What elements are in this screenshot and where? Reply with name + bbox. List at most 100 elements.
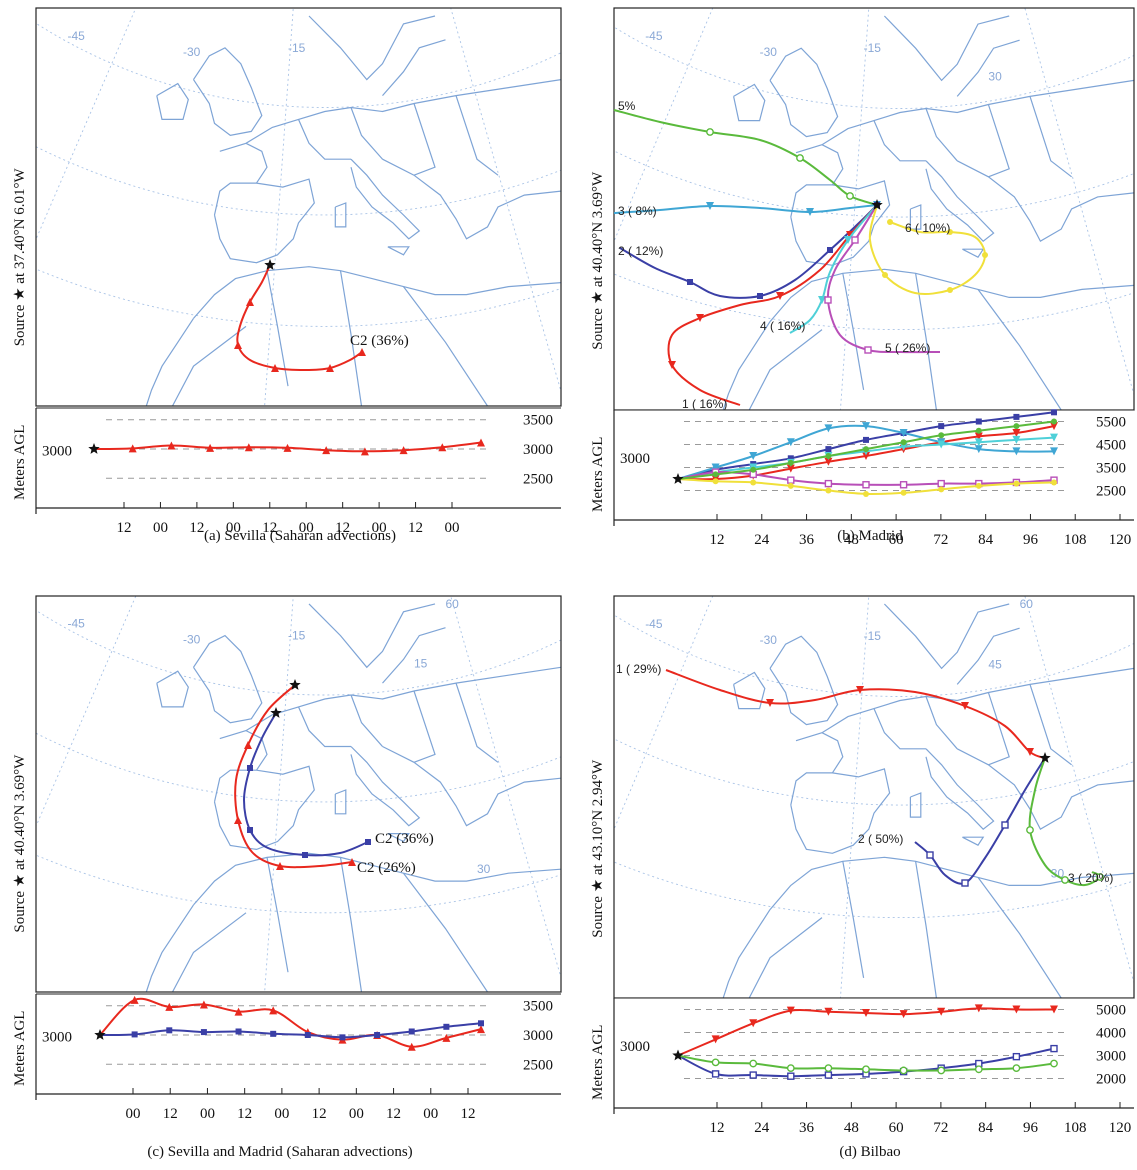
profile-series-marker (1051, 409, 1057, 416)
x-tick-label: 00 (126, 1106, 141, 1122)
x-tick-label: 12 (117, 520, 132, 536)
profile-series-marker (786, 1006, 795, 1015)
map-coastline (915, 861, 937, 998)
trajectory-c-blue-marker (302, 852, 308, 858)
map-coastline (977, 289, 1062, 410)
profile-series-marker (1050, 433, 1058, 442)
profile-series-marker (937, 1066, 946, 1075)
map-coastline (297, 706, 351, 748)
x-tick-label: 12 (408, 520, 423, 536)
graticule-label: -15 (288, 629, 306, 643)
x-tick-label: 48 (844, 1120, 859, 1136)
trajectory-b-cyan-marker (806, 208, 814, 216)
x-tick-label: 12 (386, 1106, 401, 1122)
map-coastline (1029, 684, 1072, 766)
profile-series-marker (130, 995, 139, 1004)
profile-series-marker (749, 452, 758, 460)
map-coastline (350, 158, 421, 240)
map-coastline (245, 142, 268, 184)
graticule-label: -30 (760, 633, 778, 647)
profile-series-marker (1012, 1052, 1021, 1061)
map-coastline (334, 789, 347, 815)
trajectory-c-blue-marker (365, 839, 371, 845)
profile-series-marker (478, 1020, 484, 1027)
profile-series-marker (937, 440, 946, 449)
map-coastline (350, 107, 383, 160)
map-coastline (387, 833, 410, 843)
profile-series-marker (408, 1028, 415, 1035)
x-tick-label: 96 (1023, 1120, 1039, 1136)
x-tick-label: 72 (933, 1120, 948, 1136)
profile-start-star (94, 1029, 106, 1040)
trajectory-b-yellow-marker (982, 252, 988, 258)
profile-series-marker (339, 1034, 346, 1041)
y-tick-label: 3000 (523, 442, 553, 458)
map-coastline (821, 732, 844, 774)
map-coastline (790, 768, 891, 854)
trajectory-c-red-marker (244, 741, 252, 749)
graticule-label: -45 (645, 617, 663, 631)
panel-c: -45 -30 -15 15 30 60 C2 (36%) C2 (26%) 3500 3000 2… (12, 595, 562, 1160)
x-tick-label: 84 (978, 1120, 994, 1136)
x-tick-label: 00 (445, 520, 460, 536)
map-background (36, 8, 561, 406)
x-tick-label: 84 (978, 532, 994, 548)
profile-series-marker (477, 1025, 485, 1034)
profile-series-marker (787, 459, 794, 466)
map-coastline (925, 108, 958, 162)
profile-start-star (88, 443, 100, 454)
map-source-star (871, 199, 883, 210)
trajectory-b-cyan-path (613, 204, 878, 214)
map-coastline (156, 670, 189, 708)
map-coastline (883, 15, 1010, 82)
trajectory-b-blue-marker (827, 247, 833, 253)
profile-series-marker (899, 481, 908, 489)
trajectory-b-yellow-marker (887, 219, 893, 225)
profile-series-marker (938, 423, 945, 430)
profile-series-marker (862, 1008, 870, 1017)
profile-series-marker (749, 1071, 757, 1079)
profile-series-marker (1012, 1064, 1021, 1073)
y-tick-label: 3500 (523, 999, 553, 1015)
profile-series-marker (825, 446, 832, 453)
profile-series-marker (1012, 429, 1021, 437)
map-coastline (842, 273, 865, 391)
profile-series-marker (199, 1000, 208, 1009)
profile-series-marker (786, 464, 795, 473)
profile-start-star (672, 473, 684, 484)
profile-series-marker (899, 1010, 908, 1019)
cluster-label: 6 ( 10%) (905, 221, 950, 235)
start-level-label: 3000 (42, 1030, 72, 1046)
y-tick-label: 5500 (1096, 415, 1126, 431)
profile-series-marker (900, 439, 907, 446)
profile-series-marker (825, 487, 832, 494)
start-level-label: 3000 (620, 1039, 650, 1055)
map-source-star (1039, 752, 1051, 763)
panel-caption: (c) Sevilla and Madrid (Saharan advectio… (147, 1144, 412, 1160)
profile-series-marker (712, 478, 719, 485)
map-coastline (842, 861, 865, 979)
map-coastline (382, 627, 446, 684)
map-coastline (171, 325, 247, 406)
map-layer (614, 596, 1134, 998)
profile-series-marker (322, 446, 331, 455)
profile-series-marker (1012, 1005, 1021, 1014)
map-coastline (297, 119, 351, 160)
panel-caption: (d) Bilbao (839, 1144, 900, 1160)
map-coastline (413, 103, 436, 176)
profile-series-marker (899, 442, 908, 451)
map-coastline (193, 634, 263, 724)
profile-series-marker (443, 1023, 450, 1030)
x-tick-label: 12 (710, 1120, 725, 1136)
x-tick-label: 00 (200, 1106, 215, 1122)
map-coastline (821, 144, 844, 186)
map-coastline (987, 692, 1010, 766)
x-tick-label: 60 (889, 1120, 904, 1136)
map-coastline (769, 635, 839, 726)
y-axis-label: Meters AGL (12, 1011, 28, 1086)
trajectory-b-red-path (667, 204, 878, 406)
map-coastline (769, 856, 1134, 910)
map-coastline (308, 603, 436, 669)
profile-series-marker (787, 476, 795, 484)
trajectory-d-red-marker (961, 702, 969, 710)
